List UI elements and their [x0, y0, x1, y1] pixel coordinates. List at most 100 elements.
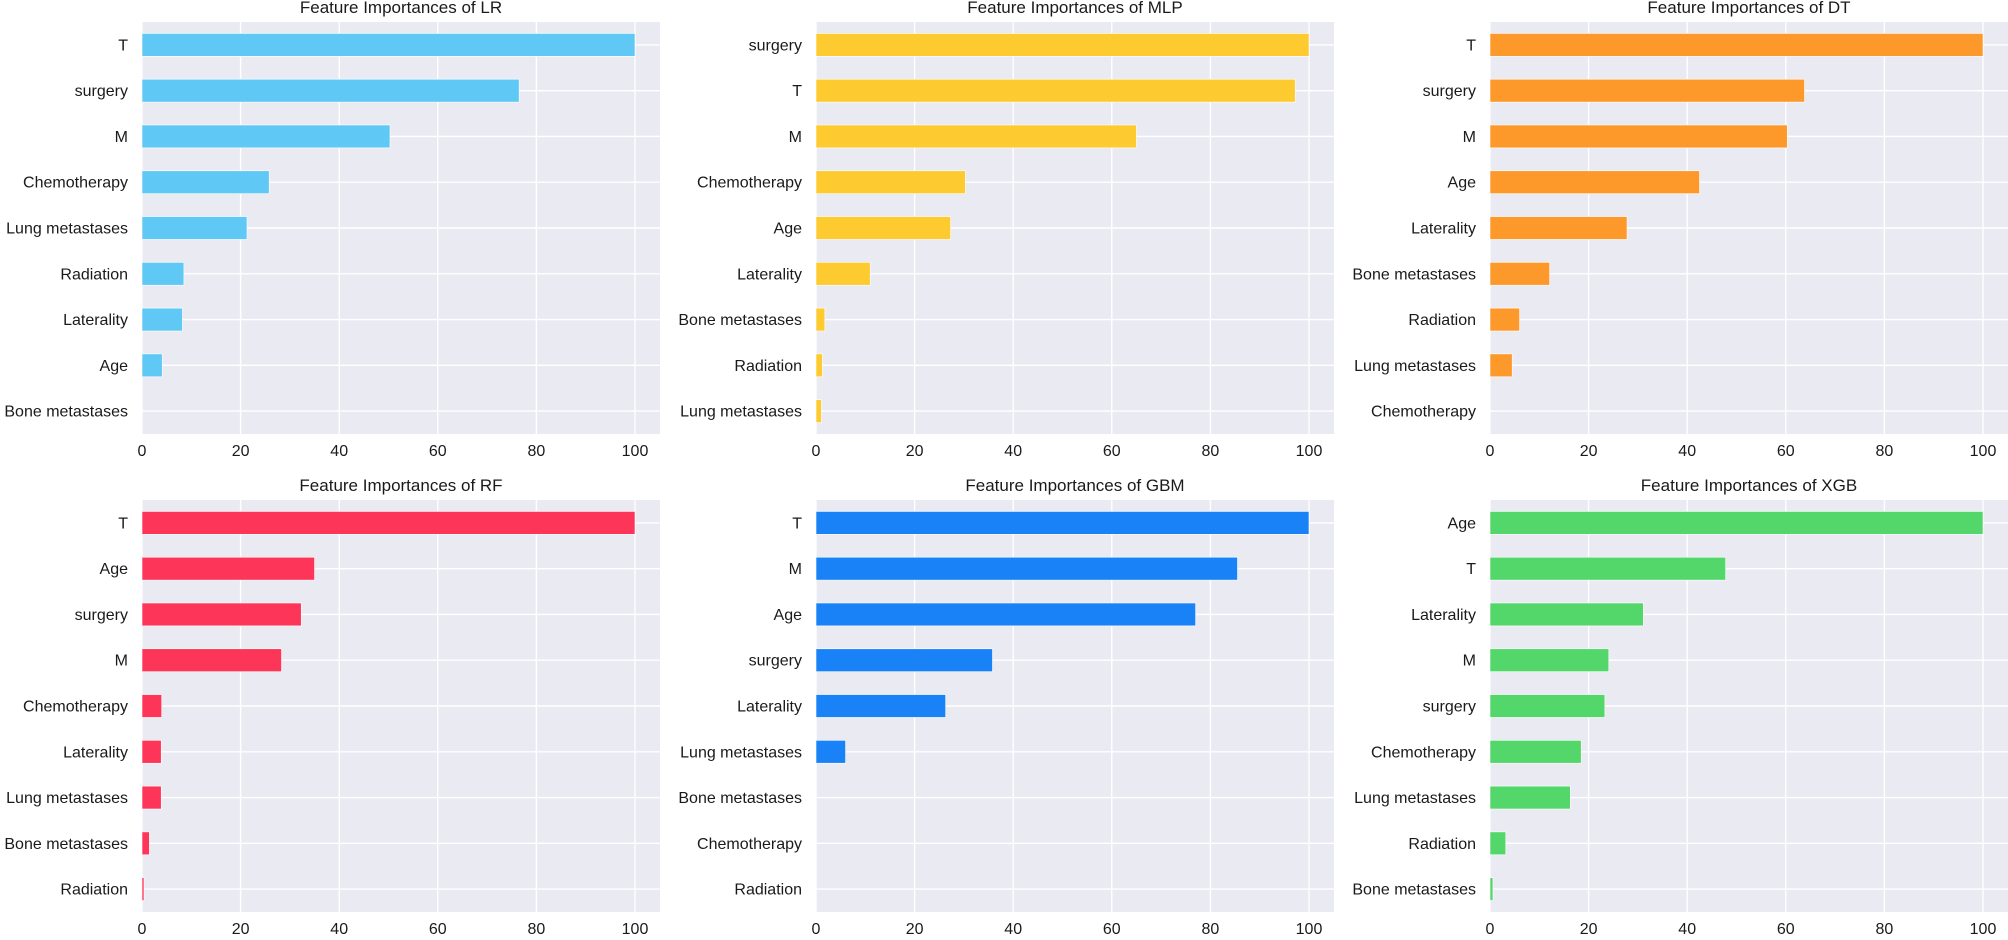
- x-tick-label: 60: [429, 443, 447, 460]
- bar: [815, 216, 951, 240]
- x-tick-label: 80: [1202, 921, 1220, 938]
- x-tick-label: 0: [138, 921, 147, 938]
- x-tick-label: 40: [1004, 443, 1022, 460]
- y-tick-label: surgery: [1423, 699, 1476, 716]
- bar: [141, 307, 183, 332]
- x-tick-label: 80: [528, 921, 546, 938]
- y-tick-label: surgery: [1423, 83, 1476, 100]
- bar: [141, 33, 636, 57]
- y-tick-label: Radiation: [1408, 312, 1476, 329]
- x-tick-label: 20: [906, 921, 924, 938]
- x-tick-label: 0: [138, 443, 147, 460]
- bar: [141, 694, 163, 718]
- bar: [141, 648, 282, 672]
- y-tick-label: Radiation: [1408, 836, 1476, 853]
- bar: [815, 694, 946, 718]
- bar: [1489, 785, 1571, 810]
- bar: [141, 124, 391, 149]
- y-tick-label: Age: [1448, 175, 1477, 192]
- y-tick-label: Laterality: [1411, 607, 1476, 624]
- x-tick-label: 60: [1103, 443, 1121, 460]
- chart-title: Feature Importances of LR: [300, 0, 502, 17]
- y-tick-label: Lung metastases: [1354, 790, 1476, 807]
- bar: [815, 602, 1196, 627]
- x-tick-label: 0: [1486, 921, 1495, 938]
- y-tick-label: Chemotherapy: [697, 836, 802, 853]
- bar: [1489, 353, 1513, 378]
- bar: [1489, 694, 1606, 718]
- y-tick-label: Bone metastases: [1352, 266, 1476, 283]
- y-tick-label: Chemotherapy: [697, 175, 802, 192]
- bar: [1489, 602, 1644, 627]
- x-tick-label: 20: [1580, 921, 1598, 938]
- y-tick-label: Lung metastases: [6, 790, 128, 807]
- y-tick-label: Chemotherapy: [23, 699, 128, 716]
- bar: [1489, 78, 1805, 103]
- y-tick-label: surgery: [749, 653, 802, 670]
- bar: [1489, 170, 1700, 194]
- bar: [815, 170, 966, 194]
- y-tick-label: Lung metastases: [680, 404, 802, 421]
- y-tick-label: Laterality: [63, 312, 128, 329]
- y-tick-label: Laterality: [1411, 221, 1476, 238]
- bar: [141, 785, 162, 810]
- y-tick-label: Bone metastases: [678, 790, 802, 807]
- y-tick-label: Laterality: [63, 744, 128, 761]
- bar: [1489, 877, 1494, 901]
- bar: [815, 78, 1296, 103]
- chart-title: Feature Importances of MLP: [967, 0, 1182, 17]
- bar: [141, 740, 162, 764]
- y-tick-label: Radiation: [734, 882, 802, 899]
- bar: [141, 78, 520, 103]
- x-tick-label: 60: [1777, 921, 1795, 938]
- y-tick-label: Laterality: [737, 699, 802, 716]
- bar: [815, 740, 846, 764]
- x-tick-label: 40: [330, 443, 348, 460]
- x-tick-label: 40: [1004, 921, 1022, 938]
- y-tick-label: surgery: [749, 37, 802, 54]
- bar: [141, 831, 150, 856]
- bar: [1489, 648, 1610, 672]
- bar: [815, 307, 826, 332]
- y-tick-label: Chemotherapy: [1371, 744, 1476, 761]
- x-tick-label: 100: [1296, 921, 1323, 938]
- bar: [141, 262, 185, 286]
- y-tick-label: M: [1463, 653, 1476, 670]
- x-tick-label: 60: [1777, 443, 1795, 460]
- y-tick-label: Age: [774, 221, 803, 238]
- x-tick-label: 100: [1296, 443, 1323, 460]
- y-tick-label: Bone metastases: [678, 312, 802, 329]
- x-tick-label: 100: [1970, 443, 1997, 460]
- bar: [1489, 556, 1726, 581]
- x-tick-label: 20: [232, 921, 250, 938]
- x-tick-label: 0: [812, 443, 821, 460]
- chart-panel-5: T M Age surgery Laterality Lung metastases Bon…: [678, 476, 1334, 938]
- y-tick-label: Bone metastases: [4, 404, 128, 421]
- bar: [815, 399, 822, 423]
- x-tick-label: 20: [232, 443, 250, 460]
- y-tick-label: T: [1466, 37, 1476, 54]
- bar: [1489, 124, 1788, 149]
- chart-title: Feature Importances of RF: [299, 476, 502, 495]
- bar: [1489, 216, 1628, 240]
- chart-title: Feature Importances of GBM: [965, 476, 1184, 495]
- bar: [815, 124, 1137, 149]
- x-tick-label: 40: [330, 921, 348, 938]
- bar: [141, 556, 315, 581]
- y-tick-label: surgery: [75, 83, 128, 100]
- y-tick-label: T: [792, 515, 802, 532]
- x-tick-label: 80: [1202, 443, 1220, 460]
- y-tick-label: Laterality: [737, 266, 802, 283]
- y-tick-label: Radiation: [734, 358, 802, 375]
- bar: [815, 511, 1310, 535]
- y-tick-label: Bone metastases: [4, 836, 128, 853]
- y-tick-label: Chemotherapy: [23, 175, 128, 192]
- x-tick-label: 20: [906, 443, 924, 460]
- bar: [1489, 831, 1507, 856]
- y-tick-label: Age: [100, 358, 129, 375]
- bar: [1489, 511, 1984, 535]
